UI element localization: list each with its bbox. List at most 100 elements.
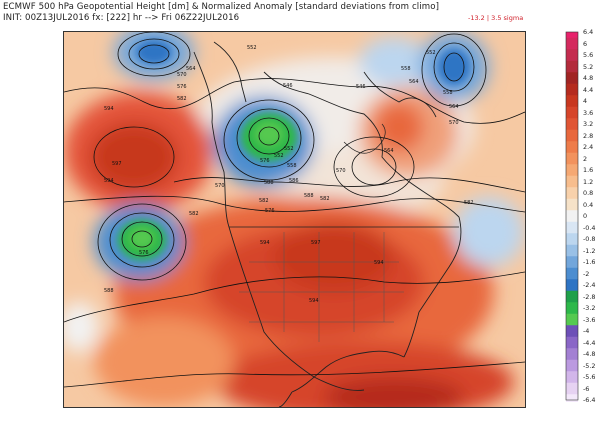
colorbar-tick-label: -0.4 [583,223,596,232]
height-contour-label: 570 [177,72,187,78]
height-contour-label: 588 [264,180,274,186]
colorbar-tick-label: 1.2 [583,177,594,186]
colorbar-swatch [566,302,578,315]
height-contour-label: 586 [289,178,299,184]
colorbar-swatch [566,394,578,402]
height-contour-label: 597 [311,240,321,246]
height-contour-label: 558 [443,90,453,96]
colorbar-tick-label: 0.4 [583,200,594,209]
height-contour-label: 594 [260,240,270,246]
colorbar-tick-label: 3.2 [583,120,594,128]
colorbar-swatch [566,221,578,234]
height-contour-label: 582 [320,196,330,202]
colorbar-tick-label: -0.8 [583,235,596,243]
height-contour-label: 576 [260,158,270,164]
colorbar-swatch [566,118,578,131]
height-contour-label: 594 [374,260,384,266]
colorbar-tick-label: -4.8 [583,350,596,358]
colorbar [565,31,579,402]
colorbar-swatch [566,382,578,395]
map-title: ECMWF 500 hPa Geopotential Height [dm] &… [3,2,440,12]
anomaly-map: 552 570 576 582 564 546 552 558 564 570 576 582 588 5… [63,31,526,408]
height-contour-label: 546 [283,83,293,89]
colorbar-tick-label: 3.6 [583,108,594,117]
colorbar-swatch [566,290,578,303]
colorbar-swatch [566,95,578,108]
colorbar-tick-label: 4.4 [583,85,594,94]
colorbar-tick-label: 2.4 [583,143,594,151]
height-contour-label: 582 [189,211,199,217]
colorbar-swatch [566,198,578,211]
height-contour-label: 552 [426,50,436,56]
height-contour-label: 576 [265,208,275,214]
height-contour-label: 594 [104,106,114,112]
colorbar-tick-label: -1.6 [583,258,596,266]
colorbar-swatch [566,256,578,269]
colorbar-swatch [566,267,578,280]
colorbar-swatch [566,325,578,338]
colorbar-swatch [566,336,578,349]
height-contours [64,32,525,388]
colorbar-swatch [566,152,578,165]
colorbar-swatch [566,37,578,50]
colorbar-tick-label: -6.4 [583,396,596,404]
colorbar-swatch [566,49,578,62]
height-contour-label: 588 [304,193,314,199]
colorbar-tick-label: 6.4 [583,28,594,36]
colorbar-swatch [566,106,578,119]
colorbar-swatch [566,187,578,200]
colorbar-tick-label: -5.6 [583,373,596,381]
height-contour-label: 564 [384,148,394,154]
colorbar-swatch [566,141,578,154]
height-contour-label: 582 [177,96,187,102]
colorbar-swatch [566,83,578,96]
colorbar-tick-label: -1.2 [583,246,596,255]
height-contour-label: 582 [464,200,474,206]
height-contour-label: 546 [356,84,366,90]
height-contour-label: 552 [274,153,284,159]
height-contour-label: 570 [336,168,346,174]
colorbar-swatch [566,244,578,257]
colorbar-swatch [566,129,578,142]
colorbar-swatch [566,72,578,85]
colorbar-tick-label: -5.2 [583,361,596,370]
height-contour-label: 552 [284,146,294,152]
height-contour-label: 576 [139,250,149,256]
colorbar-swatch [566,233,578,246]
colorbar-tick-label: 0 [583,212,588,220]
height-contour-label: 564 [409,79,419,85]
height-contour-label: 594 [104,178,114,184]
colorbar-tick-label: -2.8 [583,292,596,301]
height-contour-label: 570 [215,183,225,189]
colorbar-swatch [566,348,578,361]
colorbar-swatch [566,60,578,73]
colorbar-tick-label: -3.6 [583,315,596,324]
height-contour-label: 588 [104,288,114,294]
colorbar-tick-label: -2 [583,269,590,278]
colorbar-swatch [566,359,578,372]
height-contour-label: 558 [287,163,297,169]
height-contour-label: 576 [177,84,187,90]
colorbar-tick-label: 0.8 [583,189,594,197]
init-forecast-line: INIT: 00Z13JUL2016 fx: [222] hr --> Fri … [3,13,240,23]
colorbar-swatch [566,313,578,326]
height-contour-label: 597 [112,161,122,167]
height-contour-label: 552 [247,45,257,51]
sigma-range-note: -13.2 | 3.5 sigma [468,14,524,22]
height-contour-label: 582 [259,198,269,204]
colorbar-swatch [566,279,578,292]
colorbar-tick-label: -6 [583,384,590,393]
colorbar-tick-label: 2.8 [583,131,594,140]
height-contour-label: 564 [449,104,459,110]
colorbar-swatch [566,371,578,384]
colorbar-swatch [566,175,578,188]
colorbar-tick-label: 4 [583,97,588,105]
colorbar-swatch [566,164,578,177]
height-contour-label: 564 [186,66,196,72]
colorbar-tick-label: 5.6 [583,51,594,59]
map-outlines [193,41,462,407]
height-contour-label: 594 [309,298,319,304]
colorbar-tick-label: -3.2 [583,304,596,312]
colorbar-tick-label: 2 [583,154,588,163]
colorbar-tick-label: 1.6 [583,166,594,174]
